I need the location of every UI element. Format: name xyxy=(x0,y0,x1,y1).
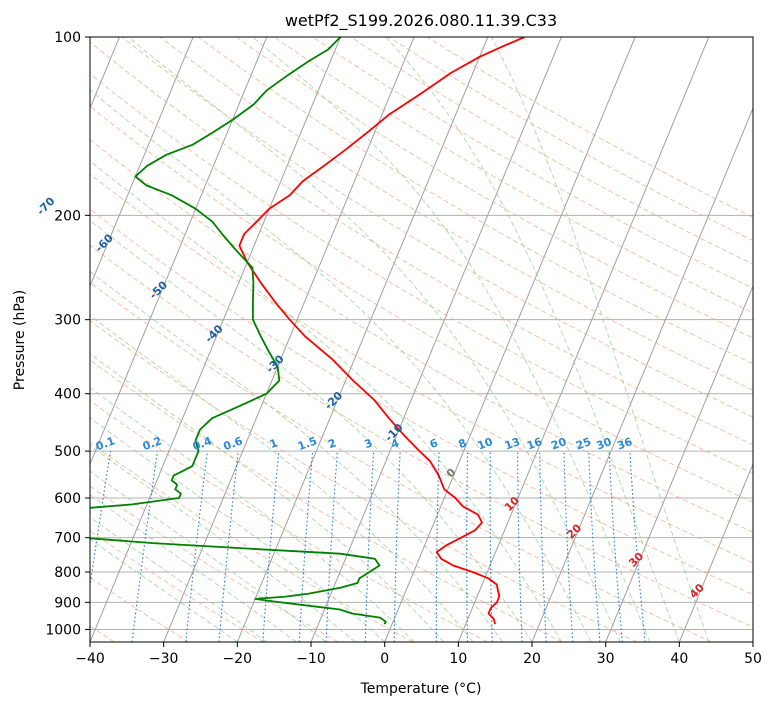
moist-adiabat xyxy=(90,386,415,642)
dry-adiabat xyxy=(90,281,712,642)
mixing-ratio-label: 4 xyxy=(389,436,401,451)
mixing-ratio-label: 6 xyxy=(428,436,440,451)
y-axis-ticks: 100 200 300 400 500 600 700 800 900 1000 xyxy=(45,30,90,638)
mixing-ratio-label: 16 xyxy=(525,435,544,453)
dry-adiabat xyxy=(90,320,638,642)
y-tick-label: 100 xyxy=(54,30,81,46)
dry-adiabat xyxy=(90,173,753,564)
y-tick-label: 700 xyxy=(54,531,81,547)
moist-adiabat xyxy=(127,37,621,642)
mixing-ratio-label: 20 xyxy=(549,435,568,453)
chart-title: wetPf2_S199.2026.080.11.39.C33 xyxy=(285,11,557,31)
x-tick-label: 0 xyxy=(380,651,389,667)
mixing-ratio-label: 13 xyxy=(503,435,522,452)
y-tick-label: 400 xyxy=(54,387,81,403)
mixing-ratio-label: 3 xyxy=(363,436,375,451)
moist-adiabat xyxy=(90,219,533,642)
y-axis-label: Pressure (hPa) xyxy=(12,290,28,390)
mixing-ratio-label: 1.5 xyxy=(296,434,319,453)
plot-frame xyxy=(89,36,754,643)
moist-adiabat xyxy=(385,37,680,642)
moist-adiabat xyxy=(90,270,503,642)
mixing-ratio-line xyxy=(629,451,646,642)
x-tick-label: 50 xyxy=(744,651,762,667)
dry-adiabat xyxy=(90,359,563,642)
moist-adiabat xyxy=(491,37,710,642)
x-tick-label: −30 xyxy=(149,651,179,667)
y-tick-label: 600 xyxy=(54,491,81,507)
moist-adiabat xyxy=(90,417,386,642)
isotherm-line xyxy=(384,37,636,642)
y-tick-label: 500 xyxy=(54,444,81,460)
moist-adiabat xyxy=(90,89,592,642)
mixing-ratio-lines xyxy=(90,451,646,642)
dry-adiabat xyxy=(90,208,753,596)
mixing-ratio-line xyxy=(185,451,208,642)
x-tick-label: −40 xyxy=(75,651,105,667)
dry-adiabat xyxy=(90,400,488,642)
isotherm-line xyxy=(90,37,194,288)
dry-adiabat xyxy=(197,37,753,365)
y-tick-label: 300 xyxy=(54,313,81,329)
mixing-ratio-label: 30 xyxy=(595,435,614,453)
dewpoint-profile-line xyxy=(90,37,387,625)
mixing-ratio-label: 8 xyxy=(457,436,469,451)
moist-adiabat xyxy=(90,444,356,642)
mixing-ratio-line xyxy=(131,451,158,642)
mixing-ratio-line xyxy=(608,451,623,642)
mixing-ratio-line xyxy=(90,451,112,589)
isotherm-line xyxy=(605,284,753,642)
y-tick-label: 900 xyxy=(54,595,81,611)
isotherm-line xyxy=(236,37,489,642)
x-tick-label: 40 xyxy=(670,651,688,667)
isotherm-line xyxy=(163,37,415,642)
x-tick-label: 10 xyxy=(449,651,467,667)
mixing-ratio-label: 0.2 xyxy=(141,434,164,453)
moist-adiabat xyxy=(90,538,238,642)
mixing-ratio-line xyxy=(262,451,280,642)
mixing-ratio-label: 36 xyxy=(615,435,634,453)
mixing-ratio-label: 1 xyxy=(268,436,280,451)
x-axis-label: Temperature (°C) xyxy=(360,681,482,697)
mixing-ratio-label: 25 xyxy=(574,435,593,452)
isotherm-line xyxy=(678,462,753,642)
temperature-profile-line xyxy=(238,37,525,625)
isotherm-line xyxy=(531,106,753,642)
x-tick-label: −20 xyxy=(223,651,253,667)
dry-adiabat xyxy=(90,139,753,533)
y-tick-label: 1000 xyxy=(45,622,81,638)
moist-adiabat xyxy=(90,160,562,642)
dry-adiabat xyxy=(159,37,753,391)
mixing-ratio-label: 10 xyxy=(476,435,495,453)
profiles xyxy=(90,37,525,625)
dry-adiabat xyxy=(121,37,753,418)
isotherm-line xyxy=(457,37,710,642)
y-tick-label: 800 xyxy=(54,565,81,581)
x-axis-ticks: −40 −30 −20 −10 0 10 20 30 40 50 xyxy=(75,642,762,667)
x-tick-label: 30 xyxy=(597,651,615,667)
x-tick-label: 20 xyxy=(523,651,541,667)
mixing-ratio-label: 0.4 xyxy=(191,434,214,453)
moist-adiabat xyxy=(90,314,474,642)
dry-adiabat xyxy=(90,41,753,446)
mixing-ratio-label: 0.1 xyxy=(94,434,117,453)
mixing-ratio-label: 0.6 xyxy=(222,434,245,453)
mixing-ratio-label: 2 xyxy=(326,436,338,451)
moist-adiabat xyxy=(90,353,444,642)
dry-adiabat xyxy=(90,530,264,642)
y-tick-label: 200 xyxy=(54,208,81,224)
moist-adiabats xyxy=(90,37,710,642)
x-tick-label: −10 xyxy=(296,651,326,667)
isotherm-line xyxy=(90,37,268,466)
moist-adiabat xyxy=(90,516,268,642)
mixing-ratio-line xyxy=(218,451,239,642)
moist-adiabat xyxy=(252,37,651,642)
